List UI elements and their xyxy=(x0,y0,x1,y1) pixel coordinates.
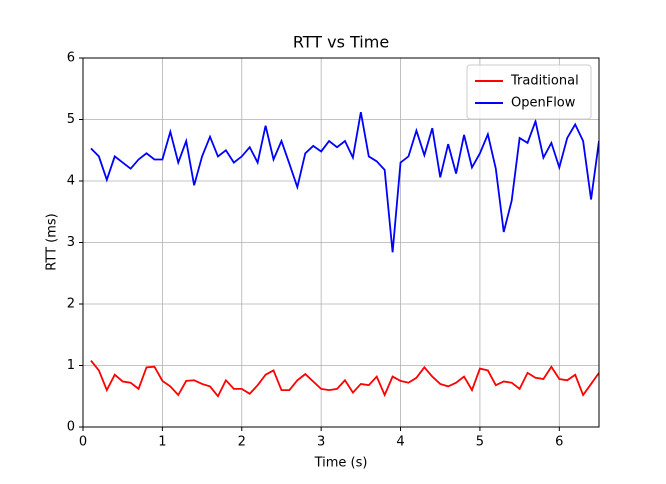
y-tick-label: 4 xyxy=(67,174,75,189)
y-tick-label: 5 xyxy=(67,112,75,127)
legend-box xyxy=(466,64,592,120)
x-tick-label: 4 xyxy=(396,435,404,450)
legend-label: Traditional xyxy=(510,74,579,89)
plot-frame xyxy=(82,57,600,428)
y-tick-label: 6 xyxy=(67,51,75,66)
x-tick-label: 2 xyxy=(238,435,246,450)
series-line xyxy=(90,111,599,253)
y-tick-label: 3 xyxy=(67,235,75,250)
x-tick-label: 6 xyxy=(555,435,563,450)
y-tick-label: 2 xyxy=(67,297,75,312)
y-tick-label: 0 xyxy=(67,420,75,435)
y-tick-label: 1 xyxy=(67,358,75,373)
x-tick-label: 3 xyxy=(317,435,325,450)
series-line xyxy=(90,360,599,398)
legend-label: OpenFlow xyxy=(511,96,576,111)
x-tick-label: 1 xyxy=(158,435,166,450)
x-axis-label: Time (s) xyxy=(314,456,368,471)
x-tick-label: 0 xyxy=(79,435,87,450)
x-tick-label: 5 xyxy=(476,435,484,450)
y-axis-label: RTT (ms) xyxy=(45,213,60,270)
chart-title: RTT vs Time xyxy=(293,33,389,52)
